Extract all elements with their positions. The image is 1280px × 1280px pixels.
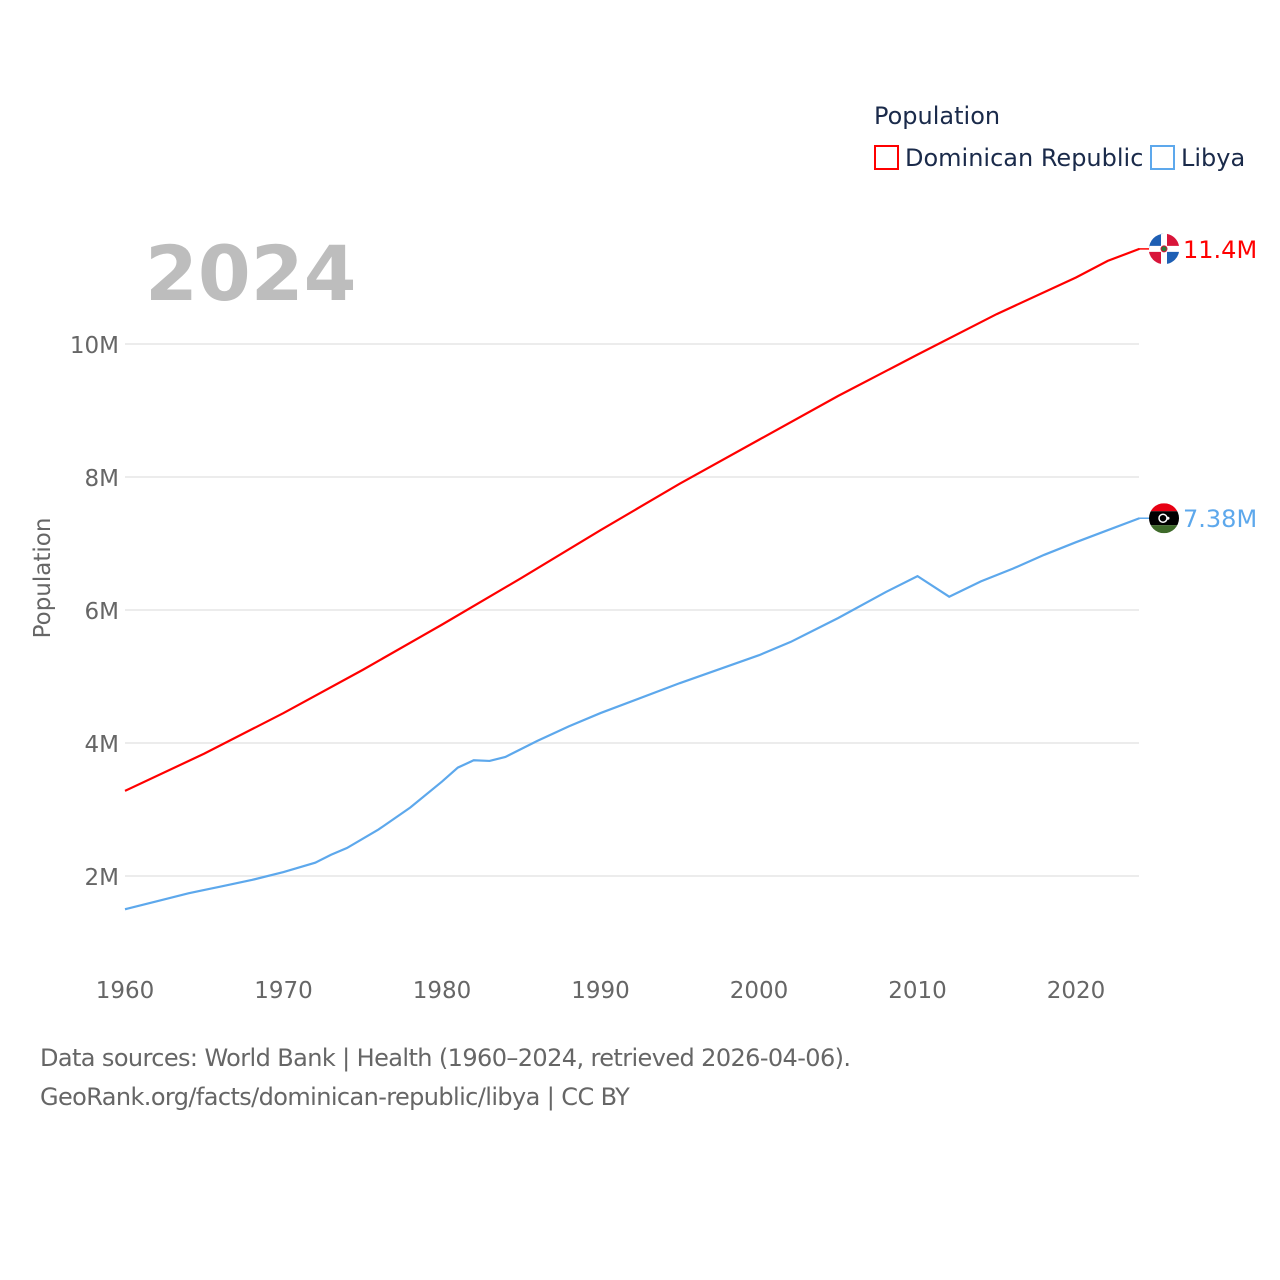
y-tick-label: 10M — [70, 333, 119, 359]
flag-part — [1149, 251, 1161, 264]
flag-part — [1149, 233, 1164, 249]
x-tick-label: 1960 — [96, 978, 155, 1004]
flag-star — [1166, 516, 1170, 520]
y-axis-label: Population — [30, 518, 56, 639]
legend-swatch-libya — [1150, 145, 1175, 170]
legend-swatch-dominican-republic — [874, 145, 899, 170]
year-label: 2024 — [145, 229, 357, 318]
legend-label-libya: Libya — [1181, 144, 1245, 172]
series-line-dominican-republic — [124, 247, 1140, 792]
source-link[interactable]: GeoRank.org/facts/dominican-republic/lib… — [40, 1083, 630, 1111]
legend-title: Population — [874, 102, 1000, 130]
y-tick-label: 2M — [85, 865, 119, 891]
legend-label-dominican-republic: Dominican Republic — [905, 144, 1143, 172]
end-value-label: 11.4M — [1183, 236, 1257, 264]
flag-libya-icon — [1149, 503, 1179, 512]
y-tick-label: 4M — [85, 732, 119, 758]
data-sources-note: Data sources: World Bank | Health (1960–… — [40, 1044, 851, 1072]
flag-part — [1167, 233, 1179, 246]
x-tick-label: 2020 — [1047, 978, 1106, 1004]
x-tick-label: 1970 — [254, 978, 313, 1004]
x-tick-label: 1990 — [571, 978, 630, 1004]
x-tick-label: 1980 — [413, 978, 472, 1004]
flag-part — [1167, 251, 1179, 264]
end-value-label: 7.38M — [1183, 505, 1257, 533]
x-tick-label: 2010 — [888, 978, 947, 1004]
flag-part — [1149, 511, 1179, 526]
flag-emblem — [1160, 245, 1168, 253]
flag-part — [1149, 525, 1179, 534]
y-tick-label: 8M — [85, 466, 119, 492]
series-line-libya — [124, 517, 1140, 911]
y-tick-label: 6M — [85, 599, 119, 625]
x-tick-label: 2000 — [730, 978, 789, 1004]
